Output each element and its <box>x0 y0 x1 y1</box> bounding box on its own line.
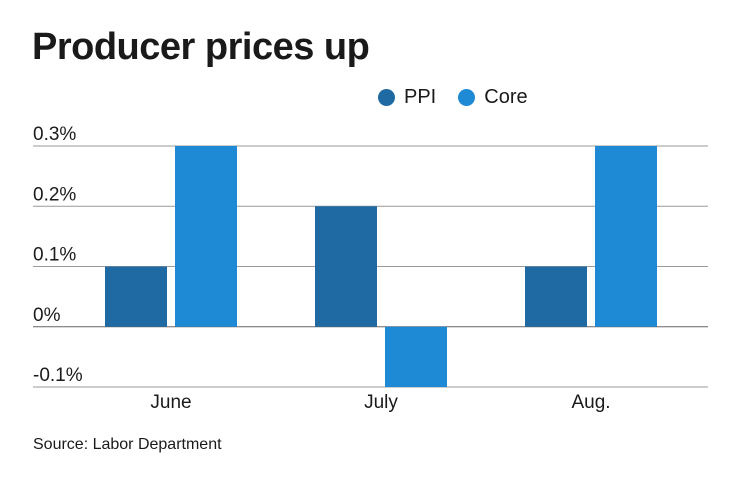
x-tick-label: Aug. <box>571 392 610 413</box>
y-tick-label: 0.3% <box>33 124 76 145</box>
legend-label-ppi: PPI <box>404 86 437 108</box>
legend-item-core: Core <box>458 86 528 109</box>
bars <box>105 146 657 387</box>
legend: PPI Core <box>378 86 550 109</box>
bar-core-1 <box>385 326 447 387</box>
y-tick-label: 0.1% <box>33 245 76 266</box>
y-tick-label: 0.2% <box>33 184 76 205</box>
bar-core-0 <box>175 146 237 327</box>
y-tick-label: 0% <box>33 305 61 326</box>
chart-title: Producer prices up <box>32 26 370 68</box>
legend-swatch-ppi <box>378 89 395 106</box>
y-tick-label: -0.1% <box>33 365 83 386</box>
legend-label-core: Core <box>484 86 528 108</box>
legend-item-ppi: PPI <box>378 86 436 109</box>
x-tick-label: June <box>150 392 191 413</box>
x-tick-label: July <box>364 392 398 413</box>
y-axis-labels: 0.3% 0.2% 0.1% 0% -0.1% <box>33 124 83 386</box>
bar-ppi-1 <box>315 206 377 327</box>
source-note: Source: Labor Department <box>33 436 222 453</box>
bar-ppi-0 <box>105 266 167 327</box>
x-axis-labels: June July Aug. <box>150 392 610 413</box>
bar-ppi-2 <box>525 266 587 327</box>
bar-core-2 <box>595 146 657 327</box>
legend-swatch-core <box>458 89 476 106</box>
